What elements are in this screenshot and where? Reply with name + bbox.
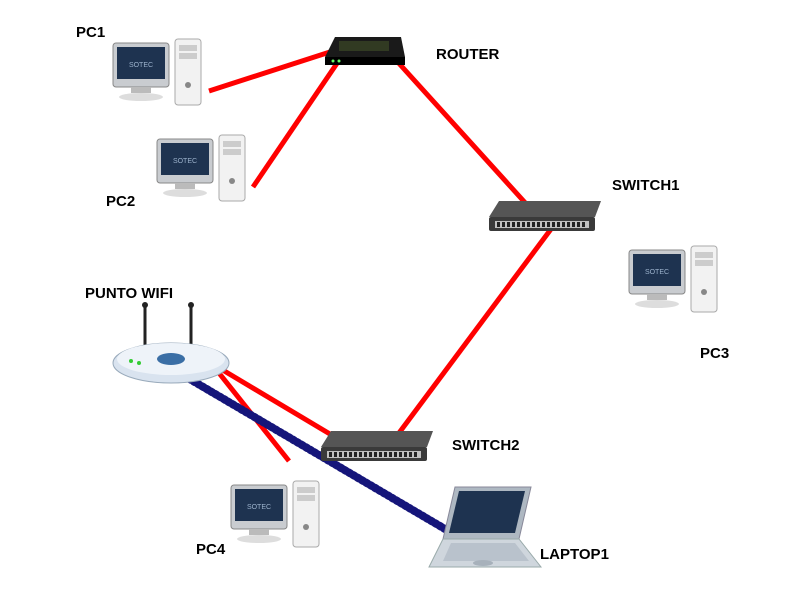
svg-text:SOTEC: SOTEC [129,62,153,69]
label-switch1: SWITCH1 [612,177,680,194]
label-pc3: PC3 [700,345,729,362]
svg-text:SOTEC: SOTEC [247,504,271,511]
node-pc2: SOTEC [155,133,253,216]
desktop-icon: SOTEC [627,244,725,327]
node-wifi [107,301,235,394]
label-pc4: PC4 [196,541,225,558]
node-pc3: SOTEC [627,244,725,327]
label-pc2: PC2 [106,193,135,210]
router-icon [319,23,409,76]
label-switch2: SWITCH2 [452,437,520,454]
node-pc1: SOTEC [111,37,209,120]
laptop-icon [423,483,543,580]
svg-text:SOTEC: SOTEC [173,158,197,165]
node-router [319,23,409,76]
desktop-icon: SOTEC [111,37,209,120]
edge-pc1-router [209,51,333,91]
desktop-icon: SOTEC [155,133,253,216]
node-switch1 [485,195,603,240]
edge-switch1-switch2 [396,221,557,437]
label-pc1: PC1 [76,24,105,41]
label-router: ROUTER [436,46,499,63]
node-pc4: SOTEC [229,479,327,562]
ap-icon [107,301,235,394]
node-laptop1 [423,483,543,580]
switch-icon [317,425,435,470]
desktop-icon: SOTEC [229,479,327,562]
label-wifi: PUNTO WIFI [85,285,173,302]
switch-icon [485,195,603,240]
label-laptop1: LAPTOP1 [540,546,609,563]
svg-text:SOTEC: SOTEC [645,269,669,276]
edge-router-switch1 [395,59,529,207]
node-switch2 [317,425,435,470]
